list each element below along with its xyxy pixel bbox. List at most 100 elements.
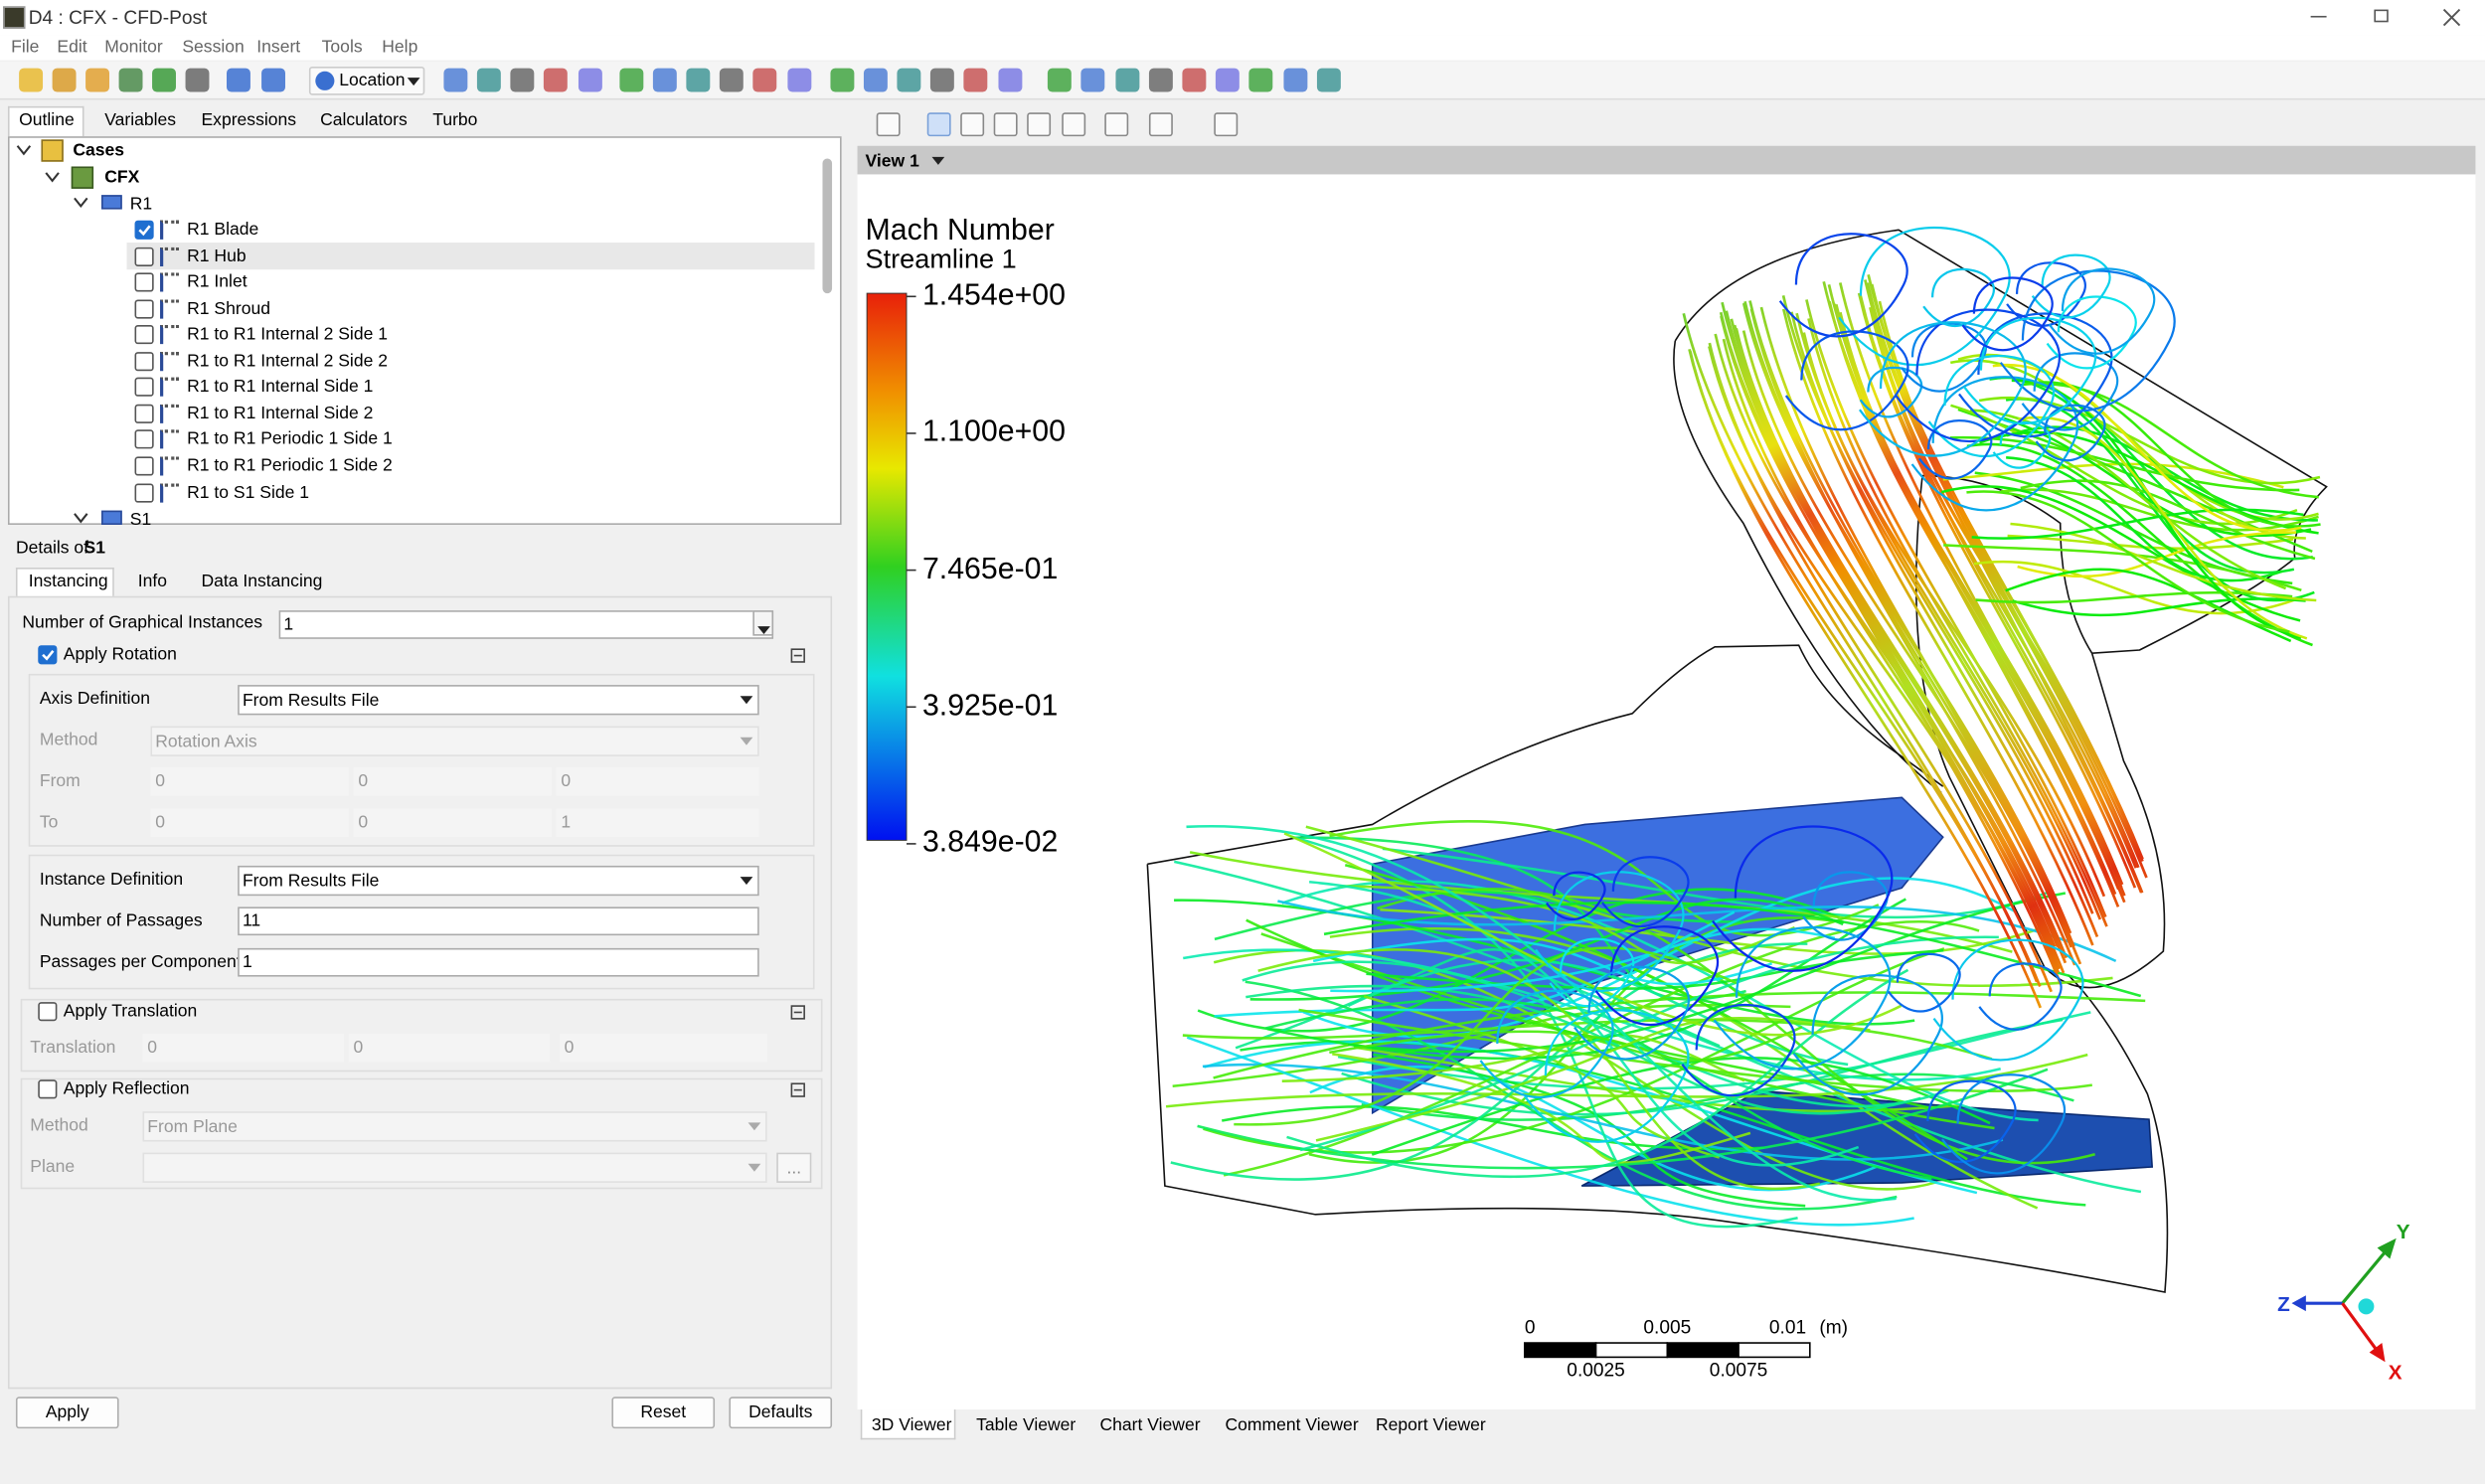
toolbar-icon[interactable] [719,68,744,92]
combo-box[interactable] [238,865,759,897]
maximize-button[interactable] [2374,9,2389,23]
toolbar-icon[interactable] [443,68,468,92]
tab[interactable]: Data Instancing [201,572,323,591]
checkbox[interactable] [134,247,154,266]
menu-item[interactable]: Tools [321,38,363,58]
button[interactable] [15,1397,119,1429]
tree-node[interactable]: CFX [104,168,140,188]
browse-button[interactable] [776,1152,812,1183]
location-label[interactable]: Location [339,71,406,90]
viewer-tool[interactable] [1148,112,1173,137]
toolbar-icon[interactable] [787,68,812,92]
menu-item[interactable]: Help [382,38,418,58]
tree-item[interactable]: R1 to R1 Periodic 1 Side 2 [187,456,393,476]
viewer-tab[interactable]: 3D Viewer [871,1415,952,1435]
tree-node[interactable]: Cases [73,140,125,161]
menu-item[interactable]: Session [182,38,245,58]
checkbox[interactable] [134,325,154,345]
toolbar-icon[interactable] [118,68,143,92]
viewer-tab[interactable]: Table Viewer [976,1415,1077,1435]
checkbox[interactable] [38,1002,58,1022]
checkbox[interactable] [134,482,154,502]
tab[interactable]: Instancing [28,572,108,591]
tree-item[interactable]: R1 to R1 Periodic 1 Side 1 [187,429,393,450]
toolbar-icon[interactable] [1047,68,1072,92]
tab[interactable]: Info [137,572,167,591]
toolbar-icon[interactable] [1316,68,1341,92]
input-field[interactable] [278,610,774,639]
viewer-tool[interactable] [960,112,985,137]
input-field[interactable] [238,947,759,977]
button-label[interactable]: Apply [45,1402,89,1422]
tree-item[interactable]: R1 to R1 Internal 2 Side 2 [187,351,388,371]
toolbar-icon[interactable] [85,68,110,92]
checkbox[interactable] [134,429,154,450]
expand-arrow[interactable] [73,512,88,525]
menu-item[interactable]: File [11,38,40,58]
toolbar-icon[interactable] [1283,68,1308,92]
checkbox[interactable] [134,378,154,398]
toolbar-icon[interactable] [1115,68,1140,92]
toolbar-icon[interactable] [1215,68,1240,92]
expand-arrow[interactable] [16,144,32,157]
toolbar-icon[interactable] [619,68,644,92]
toolbar-icon[interactable] [476,68,501,92]
checkbox-label[interactable]: Apply Rotation [63,645,177,665]
tree-item[interactable]: R1 Shroud [187,298,270,319]
checkbox[interactable] [134,456,154,476]
tree-item[interactable]: R1 Hub [187,247,247,266]
checkbox[interactable] [134,404,154,423]
toolbar-icon[interactable] [897,68,921,92]
expand-arrow[interactable] [73,197,88,210]
checkbox[interactable] [134,351,154,371]
checkbox-label[interactable]: Apply Reflection [63,1079,190,1099]
browse-label[interactable]: ... [786,1159,802,1179]
button-label[interactable]: Defaults [748,1402,813,1422]
viewer-tool[interactable] [876,112,901,137]
viewer-tool[interactable] [1062,112,1086,137]
tab[interactable]: Expressions [201,110,297,130]
view-selector[interactable]: View 1 [865,152,919,172]
tree-item[interactable]: R1 Inlet [187,272,248,292]
toolbar-icon[interactable] [152,68,176,92]
menu-item[interactable]: Edit [57,38,87,58]
toolbar-icon[interactable] [226,68,250,92]
viewer-tab[interactable]: Chart Viewer [1099,1415,1201,1435]
toolbar-icon[interactable] [578,68,602,92]
button[interactable] [611,1397,716,1429]
minimize-button[interactable] [2310,15,2327,18]
toolbar-icon[interactable] [830,68,855,92]
toolbar-icon[interactable] [929,68,954,92]
combo-box[interactable] [238,685,759,716]
button-label[interactable]: Reset [640,1402,687,1422]
tab[interactable]: Turbo [432,110,478,130]
toolbar-icon[interactable] [510,68,535,92]
toolbar-icon[interactable] [185,68,210,92]
tree-item[interactable]: R1 to R1 Internal Side 1 [187,378,374,398]
toolbar-icon[interactable] [543,68,568,92]
expand-arrow[interactable] [45,171,61,184]
checkbox[interactable] [134,220,154,240]
tab[interactable]: Variables [104,110,177,130]
tab[interactable]: Outline [19,110,75,130]
toolbar-icon[interactable] [863,68,888,92]
toolbar-icon[interactable] [963,68,988,92]
toolbar-icon[interactable] [752,68,777,92]
collapse-button[interactable] [790,1082,805,1097]
viewer-tab[interactable]: Comment Viewer [1225,1415,1359,1435]
tree-item[interactable]: R1 to R1 Internal Side 2 [187,404,374,423]
toolbar-icon[interactable] [998,68,1023,92]
checkbox[interactable] [38,1079,58,1099]
toolbar-icon[interactable] [19,68,44,92]
button[interactable] [729,1397,833,1429]
collapse-button[interactable] [790,1005,805,1020]
toolbar-icon[interactable] [52,68,77,92]
menu-item[interactable]: Insert [256,38,301,58]
checkbox-label[interactable]: Apply Translation [63,1002,198,1022]
toolbar-icon[interactable] [686,68,711,92]
viewer-tool[interactable] [926,112,951,137]
tree-item[interactable]: R1 to S1 Side 1 [187,482,310,502]
toolbar-icon[interactable] [1248,68,1273,92]
checkbox[interactable] [134,298,154,319]
toolbar-icon[interactable] [1080,68,1105,92]
